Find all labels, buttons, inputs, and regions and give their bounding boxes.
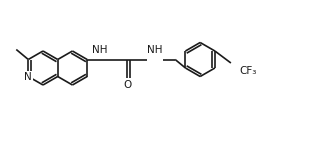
Text: NH: NH bbox=[147, 45, 163, 54]
Text: CF₃: CF₃ bbox=[239, 66, 256, 76]
Text: NH: NH bbox=[92, 45, 108, 54]
Text: N: N bbox=[24, 71, 32, 82]
Text: O: O bbox=[123, 81, 131, 90]
